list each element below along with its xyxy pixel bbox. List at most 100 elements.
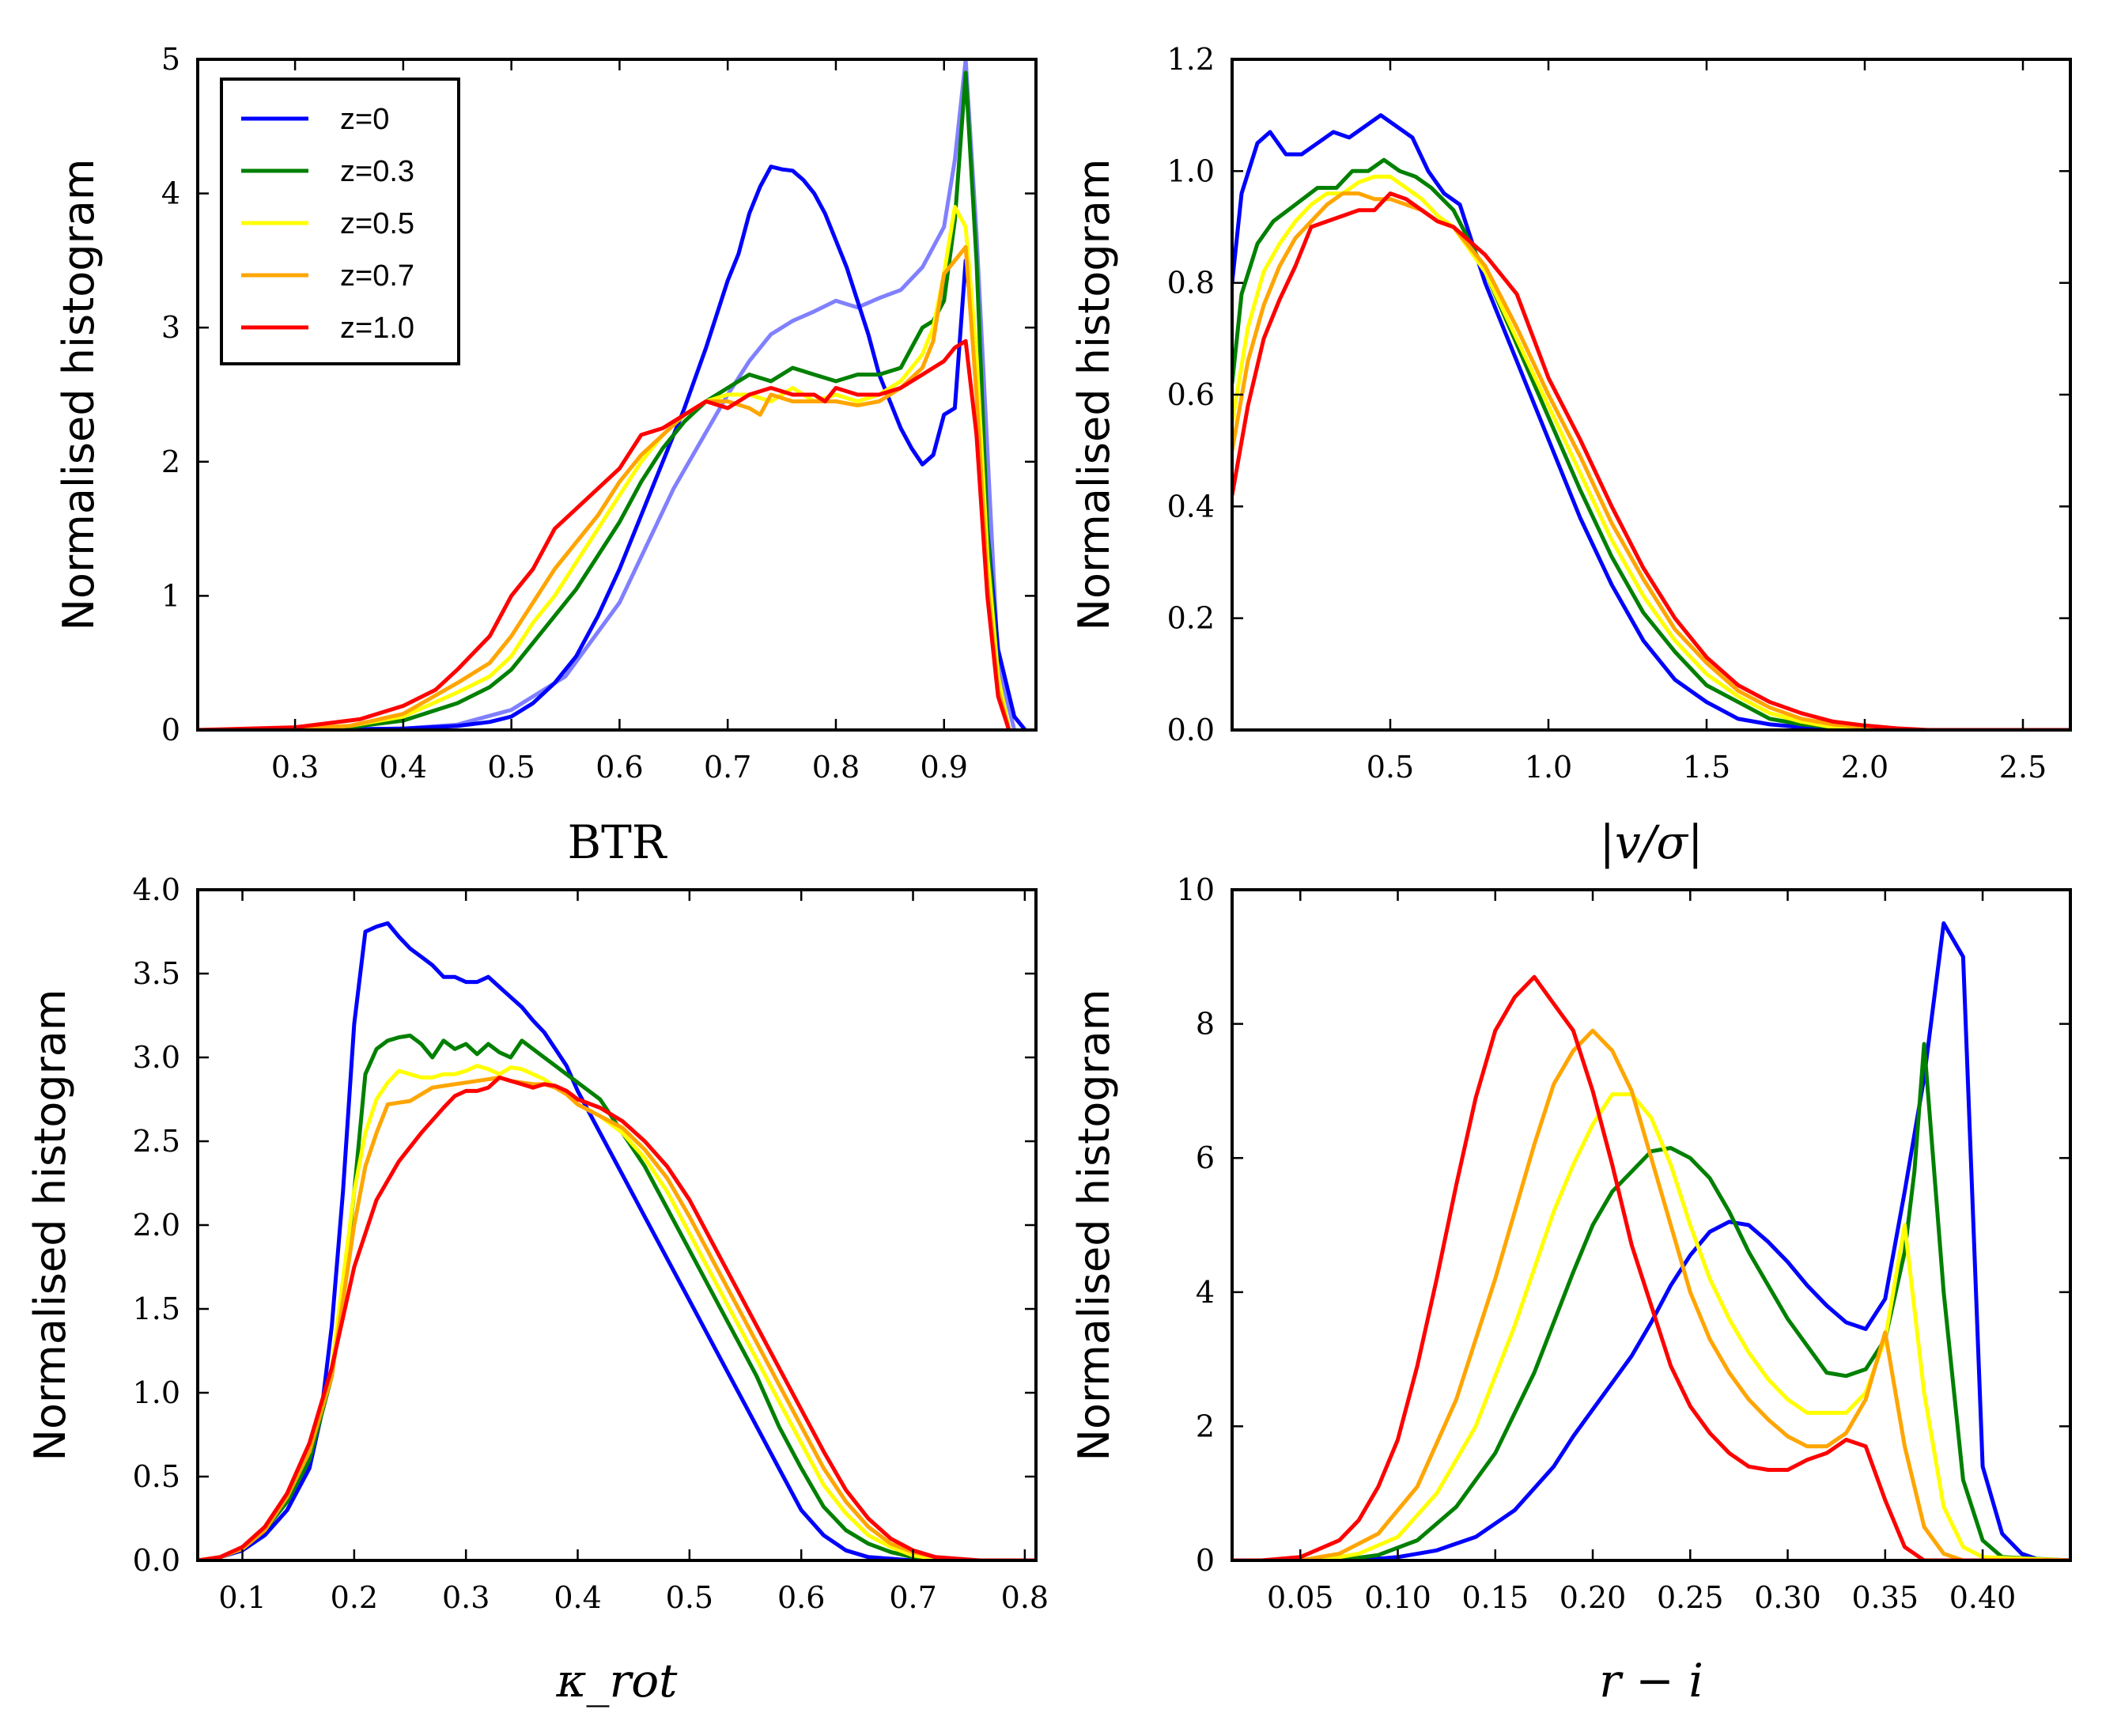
x-tick-label: 0.4 bbox=[554, 1580, 601, 1615]
y-tick-label: 0.8 bbox=[1167, 266, 1215, 301]
series-line-z-0 bbox=[198, 921, 1036, 1560]
y-tick-label: 0.0 bbox=[1167, 713, 1215, 747]
x-axis-label: |v/σ| bbox=[1600, 815, 1703, 869]
y-axis-label: Normalised histogram bbox=[54, 159, 104, 631]
y-tick-label: 2.0 bbox=[133, 1208, 180, 1242]
legend-label: z=0.5 bbox=[340, 207, 414, 240]
x-tick-label: 0.6 bbox=[777, 1580, 825, 1615]
x-tick-label: 0.30 bbox=[1754, 1580, 1821, 1615]
y-tick-label: 4 bbox=[161, 176, 180, 211]
x-tick-label: 1.5 bbox=[1683, 750, 1730, 785]
series-line-z-0-3 bbox=[198, 70, 1011, 730]
series-line-z-0-7 bbox=[198, 1075, 1036, 1560]
x-tick-label: 0.15 bbox=[1461, 1580, 1529, 1615]
x-axis-label: BTR bbox=[568, 815, 668, 869]
legend-label: z=1.0 bbox=[340, 312, 414, 345]
y-tick-label: 0.5 bbox=[133, 1459, 180, 1494]
x-tick-label: 0.3 bbox=[442, 1580, 490, 1615]
y-tick-label: 0.6 bbox=[1167, 377, 1215, 412]
series-group bbox=[198, 59, 1027, 730]
panel-btr: 0.3 0.4 0.5 0.6 0.7 0.8 0.9 0 1 2 3 4 5 Normalised hi… bbox=[54, 42, 1038, 869]
legend-label: z=0 bbox=[340, 103, 389, 136]
series-line-z-0 bbox=[1232, 921, 2070, 1560]
series-line-z-0-7 bbox=[198, 244, 1011, 730]
series-line-z-0-7 bbox=[1232, 191, 2070, 730]
x-tick-label: 0.4 bbox=[380, 750, 427, 785]
x-tick-label: 0.2 bbox=[331, 1580, 378, 1615]
series-line-z-0 bbox=[1232, 113, 2070, 730]
x-tick-label: 2.0 bbox=[1841, 750, 1888, 785]
y-tick-label: 6 bbox=[1196, 1140, 1215, 1175]
x-tick-label: 0.1 bbox=[218, 1580, 266, 1615]
x-tick-label: 0.5 bbox=[1367, 750, 1414, 785]
y-tick-label: 3.5 bbox=[133, 956, 180, 991]
x-tick-label: 0.05 bbox=[1267, 1580, 1334, 1615]
x-axis-label: r − i bbox=[1599, 1654, 1703, 1708]
y-axis-label: Normalised histogram bbox=[25, 989, 75, 1462]
series-line-z-0-7 bbox=[1232, 1028, 2070, 1560]
y-tick-label: 5 bbox=[161, 42, 180, 77]
series-line-z-0-faint- bbox=[198, 59, 1017, 730]
legend: z=0 z=0.3 z=0.5 z=0.7 z=1.0 bbox=[220, 78, 460, 365]
y-axis-label: Normalised histogram bbox=[1069, 989, 1119, 1462]
series-line-z-0-5 bbox=[198, 1064, 1036, 1560]
series-line-z-1-0 bbox=[1232, 191, 2070, 730]
y-tick-label: 10 bbox=[1177, 872, 1215, 907]
x-tick-label: 0.7 bbox=[704, 750, 751, 785]
series-line-z-0-3 bbox=[198, 1033, 1036, 1560]
y-axis-label: Normalised histogram bbox=[1069, 159, 1119, 631]
x-tick-label: 0.35 bbox=[1852, 1580, 1919, 1615]
x-tick-label: 0.40 bbox=[1949, 1580, 2017, 1615]
x-tick-label: 0.5 bbox=[487, 750, 535, 785]
x-tick-label: 0.9 bbox=[921, 750, 968, 785]
panel-kappa_rot: 0.1 0.2 0.3 0.4 0.5 0.6 0.7 0.8 0.0 0.5 1.0 1.5 2.0 2… bbox=[25, 872, 1049, 1708]
series-line-z-0-5 bbox=[1232, 174, 2070, 730]
y-tick-label: 1.0 bbox=[133, 1375, 180, 1410]
series-line-z-1-0 bbox=[1232, 974, 2070, 1560]
y-tick-label: 4 bbox=[1196, 1275, 1215, 1310]
x-tick-label: 0.3 bbox=[271, 750, 319, 785]
x-tick-label: 2.5 bbox=[1999, 750, 2047, 785]
x-tick-label: 0.8 bbox=[1001, 1580, 1049, 1615]
x-tick-label: 0.8 bbox=[812, 750, 860, 785]
x-tick-label: 0.5 bbox=[666, 1580, 713, 1615]
x-tick-label: 0.6 bbox=[595, 750, 643, 785]
y-tick-label: 0.4 bbox=[1167, 489, 1215, 524]
y-tick-label: 0.2 bbox=[1167, 601, 1215, 636]
x-tick-label: 0.20 bbox=[1559, 1580, 1627, 1615]
axes-frame bbox=[1231, 58, 2072, 732]
series-group bbox=[198, 921, 1036, 1560]
y-tick-label: 1.0 bbox=[1167, 153, 1215, 188]
series-line-z-1-0 bbox=[198, 339, 1011, 730]
axes-frame bbox=[1231, 888, 2072, 1562]
x-tick-label: 1.0 bbox=[1525, 750, 1572, 785]
y-tick-label: 1.2 bbox=[1167, 42, 1215, 77]
y-tick-label: 4.0 bbox=[133, 872, 180, 907]
axes-frame bbox=[196, 888, 1038, 1562]
x-tick-label: 0.7 bbox=[889, 1580, 936, 1615]
series-line-z-0-5 bbox=[1232, 1092, 2070, 1560]
y-tick-label: 2.5 bbox=[133, 1124, 180, 1159]
y-tick-label: 2 bbox=[1196, 1409, 1215, 1443]
series-line-z-0-3 bbox=[1232, 157, 2070, 730]
series-line-z-0-3 bbox=[1232, 1042, 2070, 1560]
y-tick-label: 1 bbox=[161, 578, 180, 613]
legend-label: z=0.7 bbox=[340, 259, 414, 293]
x-axis-label: κ_rot bbox=[556, 1654, 679, 1708]
axes-frame bbox=[196, 58, 1038, 732]
y-tick-label: 1.5 bbox=[133, 1292, 180, 1326]
series-group bbox=[1232, 113, 2070, 730]
panel-r_minus_i: 0.05 0.10 0.15 0.20 0.25 0.30 0.35 0.40 0 2 4 6 8 10 N… bbox=[1069, 872, 2072, 1708]
series-line-z-0 bbox=[198, 165, 1027, 730]
y-tick-label: 0.0 bbox=[133, 1543, 180, 1578]
x-tick-label: 0.25 bbox=[1657, 1580, 1724, 1615]
y-tick-label: 3 bbox=[161, 310, 180, 345]
y-tick-label: 2 bbox=[161, 444, 180, 479]
y-tick-label: 0 bbox=[161, 713, 180, 747]
y-tick-label: 0 bbox=[1196, 1543, 1215, 1578]
panel-v_sigma: 0.5 1.0 1.5 2.0 2.5 0.0 0.2 0.4 0.6 0.8 1.0 1.2 Norm… bbox=[1069, 42, 2072, 869]
x-tick-label: 0.10 bbox=[1364, 1580, 1431, 1615]
y-tick-label: 8 bbox=[1196, 1007, 1215, 1042]
series-line-z-1-0 bbox=[198, 1075, 1036, 1560]
